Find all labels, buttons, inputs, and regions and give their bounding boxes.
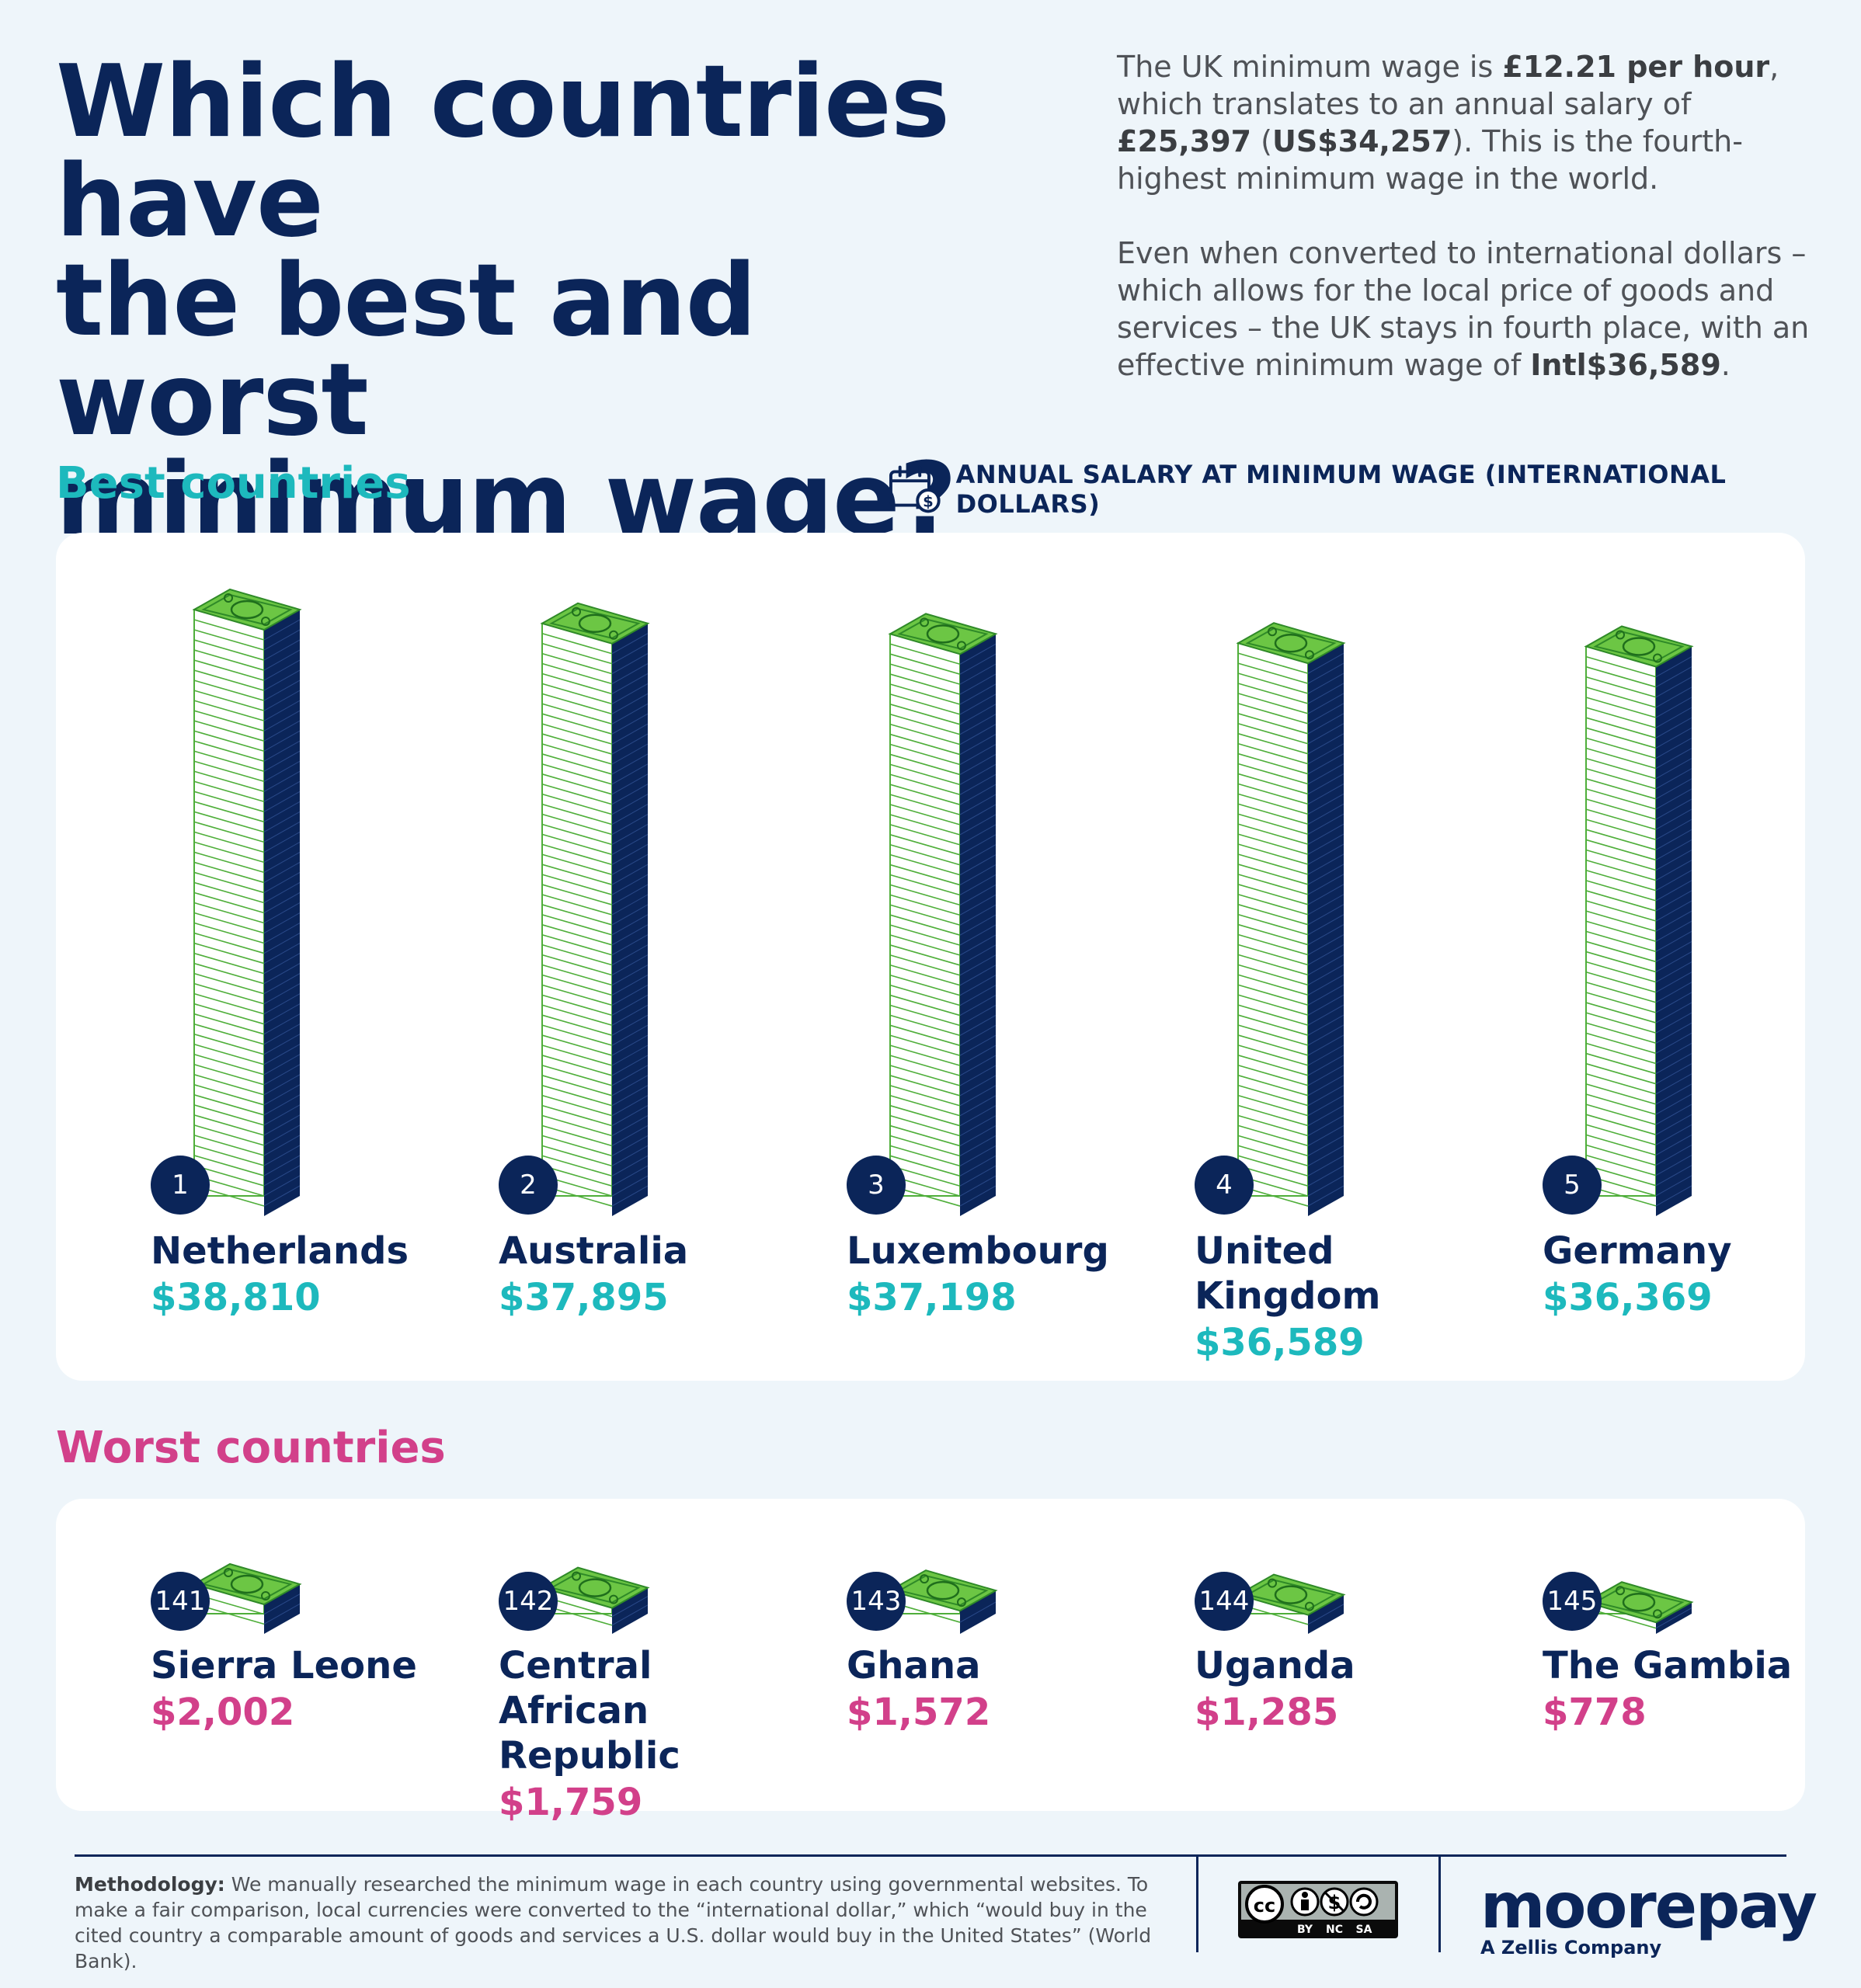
country-entry: Uganda $1,285 xyxy=(1195,1643,1490,1736)
country-entry: Luxembourg $37,198 xyxy=(847,1229,1142,1322)
salary-value: $2,002 xyxy=(151,1691,295,1734)
brand-tagline: A Zellis Company xyxy=(1480,1937,1662,1958)
intro-text: The UK minimum wage is £12.21 per hour, … xyxy=(1117,48,1824,421)
country-name: Uganda xyxy=(1195,1644,1355,1687)
title-line-2: the best and worst xyxy=(56,243,757,458)
footer-separator xyxy=(1438,1856,1441,1952)
salary-value: $36,369 xyxy=(1543,1276,1713,1319)
footer-separator xyxy=(1196,1856,1198,1952)
intl-salary: Intl$36,589 xyxy=(1530,348,1721,382)
legend-label: ANNUAL SALARY AT MINIMUM WAGE (INTERNATI… xyxy=(955,460,1727,519)
salary-value: $38,810 xyxy=(151,1276,321,1319)
salary-value: $778 xyxy=(1543,1691,1647,1734)
footer-divider xyxy=(75,1854,1786,1857)
country-name: Central African Republic xyxy=(499,1644,680,1778)
salary-value: $1,572 xyxy=(847,1691,991,1734)
country-entry: Netherlands $38,810 xyxy=(151,1229,446,1322)
worst-countries-panel xyxy=(56,1499,1805,1811)
rank-badge: 2 xyxy=(499,1156,558,1215)
country-name: Sierra Leone xyxy=(151,1644,417,1687)
license-sa: SA xyxy=(1356,1924,1372,1936)
moorepay-logo[interactable]: moorepay A Zellis Company xyxy=(1480,1870,1818,1959)
hourly-wage: £12.21 per hour xyxy=(1502,50,1770,84)
creative-commons-icon: cc $ BY NC SA xyxy=(1238,1881,1398,1938)
license-by: BY xyxy=(1297,1924,1313,1936)
rank-badge: 3 xyxy=(847,1156,906,1215)
methodology-label: Methodology: xyxy=(75,1873,225,1896)
salary-value: $1,759 xyxy=(499,1781,643,1824)
svg-text:cc: cc xyxy=(1254,1895,1275,1917)
rank-badge: 145 xyxy=(1543,1572,1602,1631)
country-entry: Germany $36,369 xyxy=(1543,1229,1838,1322)
country-entry: Australia $37,895 xyxy=(499,1229,794,1322)
salary-value: $36,589 xyxy=(1195,1321,1365,1364)
calendar-dollar-icon: $ xyxy=(889,465,941,513)
rank-badge: 1 xyxy=(151,1156,210,1215)
title-line-1: Which countries have xyxy=(56,44,950,259)
country-entry: Ghana $1,572 xyxy=(847,1643,1142,1736)
country-name: Ghana xyxy=(847,1644,981,1687)
svg-text:$: $ xyxy=(923,493,934,511)
annual-salary-usd: US$34,257 xyxy=(1271,124,1452,158)
country-entry: Sierra Leone $2,002 xyxy=(151,1643,446,1736)
best-countries-heading: Best countries xyxy=(56,458,411,509)
country-entry: The Gambia $778 xyxy=(1543,1643,1838,1736)
annual-salary-gbp: £25,397 xyxy=(1117,124,1252,158)
rank-badge: 143 xyxy=(847,1572,906,1631)
rank-badge: 144 xyxy=(1195,1572,1254,1631)
country-name: Luxembourg xyxy=(847,1229,1109,1273)
salary-value: $1,285 xyxy=(1195,1691,1339,1734)
country-name: Germany xyxy=(1543,1229,1732,1273)
country-name: The Gambia xyxy=(1543,1644,1793,1687)
creative-commons-badge[interactable]: cc $ BY NC SA xyxy=(1238,1881,1398,1941)
methodology-text: We manually researched the minimum wage … xyxy=(75,1873,1152,1972)
chart-legend: $ ANNUAL SALARY AT MINIMUM WAGE (INTERNA… xyxy=(889,460,1861,519)
country-entry: United Kingdom $36,589 xyxy=(1195,1229,1490,1367)
country-entry: Central African Republic $1,759 xyxy=(499,1643,794,1826)
license-nc: NC xyxy=(1326,1924,1343,1936)
rank-badge: 142 xyxy=(499,1572,558,1631)
salary-value: $37,198 xyxy=(847,1276,1017,1319)
salary-value: $37,895 xyxy=(499,1276,669,1319)
intro-paragraph-1: The UK minimum wage is £12.21 per hour, … xyxy=(1117,50,1779,196)
rank-badge: 141 xyxy=(151,1572,210,1631)
country-name: Netherlands xyxy=(151,1229,409,1273)
worst-countries-heading: Worst countries xyxy=(56,1423,446,1473)
rank-badge: 5 xyxy=(1543,1156,1602,1215)
brand-name: moorepay xyxy=(1480,1870,1818,1942)
country-name: Australia xyxy=(499,1229,689,1273)
country-name: United Kingdom xyxy=(1195,1229,1381,1318)
rank-badge: 4 xyxy=(1195,1156,1254,1215)
methodology-note: Methodology: We manually researched the … xyxy=(75,1872,1185,1974)
intro-paragraph-2: Even when converted to international dol… xyxy=(1117,236,1810,382)
